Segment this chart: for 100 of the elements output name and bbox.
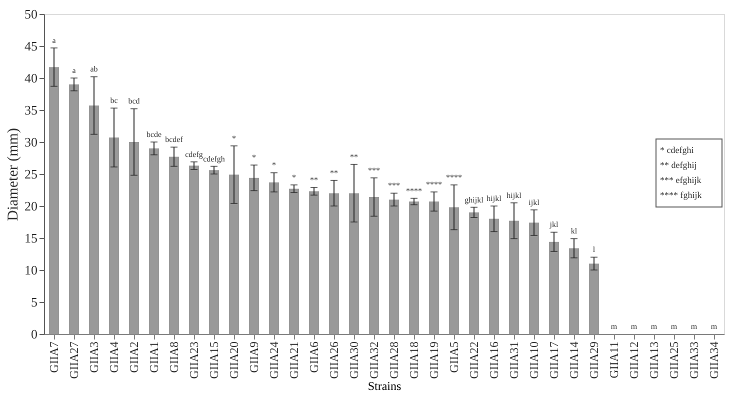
bar [589,264,599,334]
x-tick-label: GIIA19 [427,342,441,379]
bar [489,218,499,334]
annotation: ** [350,152,358,162]
bar [389,200,399,334]
annotation: **** [406,186,422,196]
bar [449,207,459,334]
annotation: *** [368,166,380,175]
annotation: **** [426,180,442,189]
annotation: jkl [548,220,559,230]
x-tick-label: GIIA7 [47,342,61,373]
bar [469,212,479,334]
annotation: ijkl [528,198,540,207]
annotation: m [610,322,618,331]
y-tick-label: 25 [24,166,38,182]
y-tick-label: 20 [24,198,38,214]
bar [189,166,199,334]
y-tick-label: 0 [31,326,38,342]
x-tick-label: GIIA9 [247,342,261,373]
annotation: ** defghij [660,160,697,170]
x-tick-label: GIIA21 [287,342,301,379]
annotation: * cdefghi [660,145,694,155]
bar [69,84,79,334]
x-tick-label: GIIA28 [387,342,401,379]
bar [209,170,219,334]
bar [289,188,299,334]
annotation: bc [110,96,118,106]
bar [429,202,439,334]
x-tick-label: GIIA29 [587,342,601,379]
annotation: m [650,322,658,331]
x-tick-label: GIIA20 [227,342,241,379]
annotation: kl [570,226,578,236]
bar [129,142,139,334]
x-tick-label: GIIA33 [687,342,701,379]
bar [109,138,119,334]
annotation: ** [330,168,338,178]
bar [409,202,419,334]
y-tick-label: 35 [24,102,38,118]
bar [569,248,579,334]
y-tick-label: 30 [24,134,38,150]
x-tick-label: GIIA34 [707,342,721,379]
y-tick-label: 45 [24,38,38,54]
annotation: m [670,322,678,331]
annotation: bcde [146,130,162,139]
x-tick-label: GIIA11 [607,342,621,378]
x-tick-label: GIIA15 [207,342,221,379]
annotation: ghijkl [464,195,484,204]
x-tick-label: GIIA2 [127,342,141,373]
annotation: m [690,322,698,331]
bar [229,174,239,334]
x-tick-label: GIIA14 [567,342,581,379]
x-tick-label: GIIA23 [187,342,201,379]
x-axis-title: Strains [368,378,402,393]
annotation: * [252,153,256,162]
annotation: ab [90,64,98,74]
annotation: m [630,322,638,331]
annotation: *** efghijk [660,175,702,185]
y-tick-label: 10 [24,262,38,278]
annotation: *** [388,181,400,190]
x-tick-label: GIIA27 [67,342,81,379]
y-tick-label: 5 [31,294,38,310]
bar [269,182,279,334]
bar [529,222,539,334]
y-tick-label: 15 [24,230,38,246]
y-tick-label: 40 [24,70,38,86]
annotation: cdefg [185,150,203,159]
x-tick-label: GIIA30 [347,342,361,379]
bar [549,242,559,334]
annotation: hijkl [486,194,502,203]
annotation: * [292,172,296,182]
x-tick-label: GIIA5 [447,342,461,373]
x-tick-label: GIIA16 [487,342,501,379]
y-tick-label: 50 [24,6,38,22]
bar [49,67,59,334]
bar [89,106,99,334]
bar [349,193,359,334]
annotation: * [232,134,236,143]
annotation: bcdef [165,135,184,144]
x-tick-label: GIIA32 [367,342,381,379]
x-tick-label: GIIA8 [167,342,181,373]
x-tick-label: GIIA18 [407,342,421,379]
x-tick-label: GIIA3 [87,342,101,373]
x-tick-label: GIIA26 [327,342,341,379]
x-tick-label: GIIA17 [547,342,561,379]
x-tick-label: GIIA1 [147,342,161,373]
annotation: **** fghijk [660,190,702,200]
x-tick-label: GIIA22 [467,342,481,379]
annotation: * [272,160,276,170]
x-tick-label: GIIA4 [107,342,121,373]
bar [309,191,319,334]
annotation: a [72,66,76,75]
annotation: cdefgh [203,154,225,164]
annotation: ** [310,175,318,184]
annotation: a [52,36,56,45]
x-tick-label: GIIA13 [647,342,661,379]
x-tick-label: GIIA31 [507,342,521,379]
bar [329,193,339,334]
bar [249,178,259,334]
x-tick-label: GIIA6 [307,342,321,373]
x-tick-label: GIIA25 [667,342,681,379]
